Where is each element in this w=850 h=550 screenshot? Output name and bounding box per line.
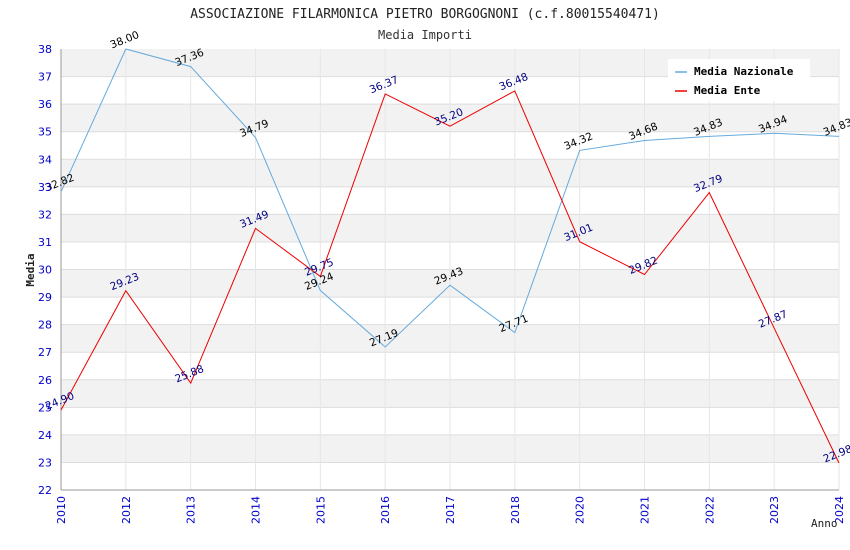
chart-title: ASSOCIAZIONE FILARMONICA PIETRO BORGOGNO…: [190, 7, 660, 22]
series-lines: [60, 48, 840, 464]
x-axis-label: Anno: [811, 517, 838, 530]
x-axis-ticks: 2010 2012 2013 2014 2015 2016 2017 2018 2020 2021…: [55, 496, 846, 524]
x-tick-label: 2021: [639, 496, 652, 524]
y-tick-label: 28: [38, 319, 52, 332]
data-label-media-nazionale: 38.00: [109, 29, 141, 51]
x-tick-label: 2024: [833, 496, 846, 524]
y-tick-label: 26: [38, 374, 52, 387]
legend: Media Nazionale Media Ente: [668, 59, 810, 101]
x-tick-label: 2018: [509, 496, 522, 524]
y-axis-ticks: 22 23 24 25 26 27 28 29 30 31 32 33 34 35 36 37 38: [38, 43, 52, 497]
x-tick-label: 2010: [55, 496, 68, 524]
y-tick-label: 37: [38, 71, 52, 84]
x-tick-label: 2014: [250, 496, 263, 524]
x-tick-label: 2013: [185, 496, 198, 524]
x-tick-label: 2023: [768, 496, 781, 524]
x-tick-label: 2022: [703, 496, 716, 524]
y-tick-label: 29: [38, 291, 52, 304]
series-line-media-ente: [60, 90, 840, 464]
y-tick-label: 30: [38, 264, 52, 277]
y-tick-label: 35: [38, 126, 52, 139]
chart-subtitle: Media Importi: [378, 28, 472, 42]
grid-bands: [60, 49, 840, 491]
y-tick-label: 27: [38, 346, 52, 359]
axes: [60, 49, 839, 491]
x-tick-label: 2020: [574, 496, 587, 524]
x-tick-label: 2017: [444, 496, 457, 524]
x-tick-label: 2015: [314, 496, 327, 524]
y-axis-label: Media: [24, 253, 37, 286]
legend-box: [668, 59, 810, 101]
y-tick-label: 32: [38, 208, 52, 221]
y-tick-label: 25: [38, 401, 52, 414]
y-tick-label: 23: [38, 456, 52, 469]
y-tick-label: 24: [38, 429, 52, 442]
y-tick-label: 36: [38, 98, 52, 111]
legend-label-media-ente: Media Ente: [694, 84, 761, 97]
x-tick-label: 2012: [120, 496, 133, 524]
y-tick-label: 33: [38, 181, 52, 194]
series-line-media-nazionale: [60, 48, 840, 348]
y-tick-label: 34: [38, 153, 52, 166]
y-tick-label: 31: [38, 236, 52, 249]
y-tick-label: 38: [38, 43, 52, 56]
x-tick-label: 2016: [379, 496, 392, 524]
legend-label-media-nazionale: Media Nazionale: [694, 65, 794, 78]
y-tick-label: 22: [38, 484, 52, 497]
